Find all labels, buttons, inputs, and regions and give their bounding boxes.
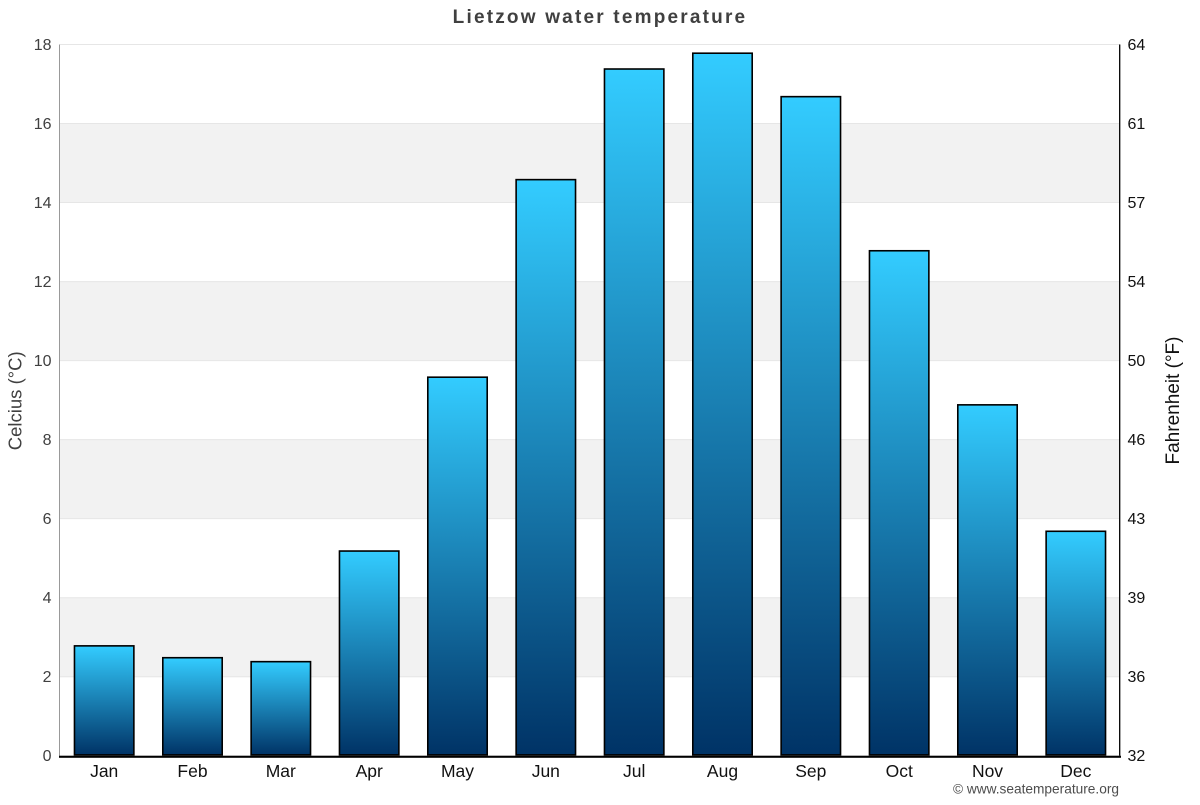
svg-text:Feb: Feb xyxy=(177,761,207,781)
svg-text:43: 43 xyxy=(1128,511,1146,528)
svg-text:36: 36 xyxy=(1128,669,1146,686)
svg-text:0: 0 xyxy=(43,748,52,765)
svg-text:May: May xyxy=(441,761,474,781)
svg-text:Apr: Apr xyxy=(356,761,383,781)
svg-text:Lietzow water temperature: Lietzow water temperature xyxy=(453,7,748,28)
svg-text:Jan: Jan xyxy=(90,761,118,781)
svg-text:Aug: Aug xyxy=(707,761,738,781)
svg-text:Nov: Nov xyxy=(972,761,1003,781)
svg-text:61: 61 xyxy=(1128,116,1146,133)
svg-text:Jul: Jul xyxy=(623,761,645,781)
svg-text:Mar: Mar xyxy=(266,761,296,781)
svg-text:10: 10 xyxy=(34,353,52,370)
svg-text:46: 46 xyxy=(1128,432,1146,449)
svg-text:Fahrenheit (°F): Fahrenheit (°F) xyxy=(1163,337,1184,465)
svg-text:Oct: Oct xyxy=(886,761,913,781)
svg-text:© www.seatemperature.org: © www.seatemperature.org xyxy=(953,782,1119,797)
svg-text:14: 14 xyxy=(34,195,52,212)
svg-text:4: 4 xyxy=(43,590,52,607)
svg-text:6: 6 xyxy=(43,511,52,528)
svg-text:Dec: Dec xyxy=(1060,761,1091,781)
svg-text:39: 39 xyxy=(1128,590,1146,607)
svg-text:2: 2 xyxy=(43,669,52,686)
svg-text:16: 16 xyxy=(34,116,52,133)
svg-text:Jun: Jun xyxy=(532,761,560,781)
svg-text:12: 12 xyxy=(34,274,52,291)
svg-text:50: 50 xyxy=(1128,353,1146,370)
svg-text:Sep: Sep xyxy=(795,761,826,781)
svg-text:64: 64 xyxy=(1128,37,1146,54)
svg-text:18: 18 xyxy=(34,37,52,54)
svg-text:32: 32 xyxy=(1128,748,1146,765)
svg-text:57: 57 xyxy=(1128,195,1146,212)
svg-text:54: 54 xyxy=(1128,274,1146,291)
svg-text:8: 8 xyxy=(43,432,52,449)
svg-text:Celcius (°C): Celcius (°C) xyxy=(4,351,25,450)
